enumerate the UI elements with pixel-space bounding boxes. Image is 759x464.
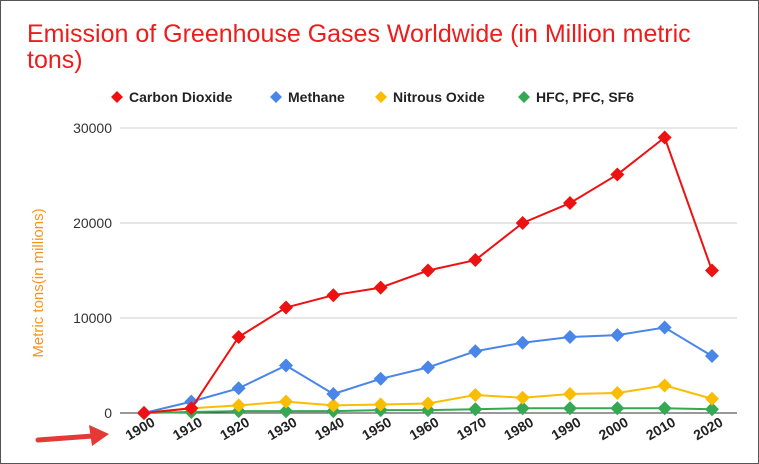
data-point[interactable] xyxy=(563,330,577,344)
legend: Carbon Dioxide Methane Nitrous Oxide HFC, P… xyxy=(111,89,634,105)
x-tick-label: 2020 xyxy=(691,414,726,444)
x-tick-label: 1910 xyxy=(170,414,205,444)
data-point[interactable] xyxy=(657,378,672,393)
data-point[interactable] xyxy=(563,401,577,416)
data-point[interactable] xyxy=(326,398,341,413)
x-tick-label: 1930 xyxy=(265,414,300,444)
data-point[interactable] xyxy=(137,406,151,420)
data-point[interactable] xyxy=(279,300,293,315)
data-point[interactable] xyxy=(421,360,435,375)
y-tick-label: 0 xyxy=(104,405,112,421)
legend-marker-icon xyxy=(111,91,123,103)
data-point[interactable] xyxy=(421,396,435,411)
data-point[interactable] xyxy=(279,358,293,373)
x-tick-label: 1900 xyxy=(123,414,158,444)
data-point[interactable] xyxy=(515,390,530,405)
data-point[interactable] xyxy=(231,398,246,413)
legend-marker-icon xyxy=(270,91,282,103)
y-tick-label: 30000 xyxy=(73,120,112,136)
series-carbon-dioxide xyxy=(137,130,719,420)
data-point[interactable] xyxy=(705,349,719,363)
data-point[interactable] xyxy=(373,280,388,295)
legend-marker-icon xyxy=(375,91,387,103)
x-tick-label: 1990 xyxy=(549,414,584,444)
x-tick-label: 1920 xyxy=(217,414,252,444)
y-axis-label: Metric tons(in millions) xyxy=(30,208,47,357)
legend-label: Nitrous Oxide xyxy=(393,89,485,105)
data-point[interactable] xyxy=(279,394,293,409)
data-point[interactable] xyxy=(610,328,625,343)
y-axis-ticks: 0 10000 20000 30000 xyxy=(73,120,112,421)
data-point[interactable] xyxy=(610,401,625,416)
series-nitrous-oxide xyxy=(137,378,719,420)
legend-marker-icon xyxy=(518,91,530,103)
legend-label: Methane xyxy=(288,89,345,105)
legend-label: HFC, PFC, SF6 xyxy=(536,89,634,105)
x-tick-label: 2010 xyxy=(643,414,678,444)
data-point[interactable] xyxy=(468,387,483,402)
y-tick-label: 20000 xyxy=(73,215,112,231)
data-point[interactable] xyxy=(326,288,341,303)
data-point[interactable] xyxy=(610,386,625,401)
x-tick-label: 1970 xyxy=(454,414,489,444)
data-point[interactable] xyxy=(563,387,577,401)
x-tick-label: 1940 xyxy=(312,414,347,444)
data-point[interactable] xyxy=(326,387,341,401)
x-tick-label: 1960 xyxy=(407,414,442,444)
data-point[interactable] xyxy=(705,263,719,278)
data-point[interactable] xyxy=(610,167,625,182)
y-tick-label: 10000 xyxy=(73,310,112,326)
data-point[interactable] xyxy=(563,196,577,211)
x-tick-label: 1950 xyxy=(359,414,394,444)
x-tick-label: 2000 xyxy=(596,414,631,444)
data-point[interactable] xyxy=(515,401,530,416)
data-point[interactable] xyxy=(515,216,530,230)
chart-title: Emission of Greenhouse Gases Worldwide (… xyxy=(27,20,691,74)
data-point[interactable] xyxy=(373,397,388,412)
data-point[interactable] xyxy=(657,401,672,416)
data-point[interactable] xyxy=(705,402,719,417)
x-tick-label: 1980 xyxy=(501,414,536,444)
data-point[interactable] xyxy=(184,401,199,416)
data-point[interactable] xyxy=(468,402,483,417)
data-point[interactable] xyxy=(657,320,672,335)
data-point[interactable] xyxy=(279,404,293,419)
series-layer xyxy=(137,130,719,420)
legend-label: Carbon Dioxide xyxy=(129,89,233,105)
series-methane xyxy=(137,320,719,420)
data-point[interactable] xyxy=(657,130,672,145)
x-axis-ticks: 1900 1910 1920 1930 1940 1950 1960 1970 1980 1990… xyxy=(123,414,726,444)
data-point[interactable] xyxy=(468,344,483,359)
data-point[interactable] xyxy=(705,391,719,406)
data-point[interactable] xyxy=(231,381,246,396)
data-point[interactable] xyxy=(515,335,530,350)
data-point[interactable] xyxy=(231,330,246,344)
data-point[interactable] xyxy=(421,263,435,278)
annotation-arrow-icon xyxy=(35,425,109,446)
data-point[interactable] xyxy=(373,371,388,386)
